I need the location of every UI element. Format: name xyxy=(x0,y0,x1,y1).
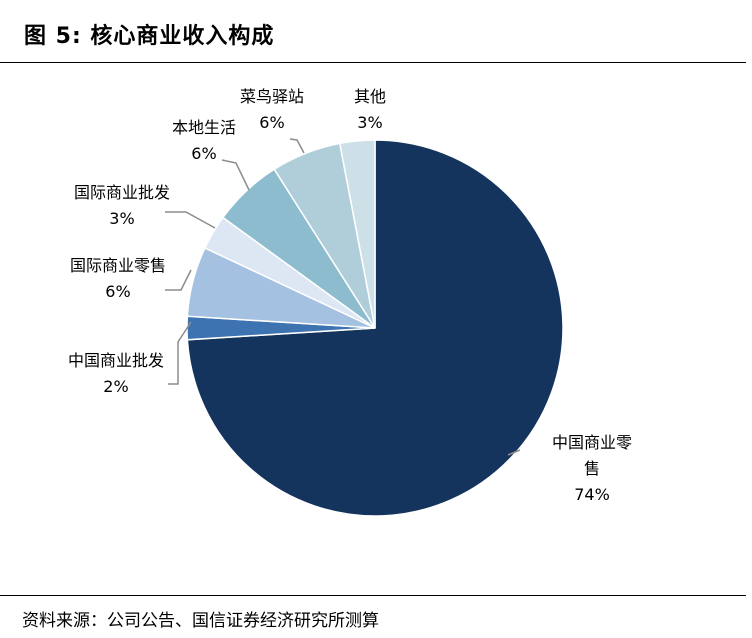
pie-chart: 中国商业零售 74% 中国商业批发 2% 国际商业零售 6% 国际商业批发 3%本地生活 6%菜… xyxy=(68,87,632,517)
source-divider xyxy=(0,595,746,596)
leader-line-1 xyxy=(507,449,521,456)
leader-line-2 xyxy=(168,321,192,385)
leader-line-5 xyxy=(221,159,250,191)
slice-label-6: 菜鸟驿站 6% xyxy=(240,87,304,132)
leader-line-4 xyxy=(165,211,216,229)
title-divider xyxy=(0,62,746,63)
pie-slice-7 xyxy=(338,139,376,329)
leader-line-3 xyxy=(165,269,192,291)
slice-label-4: 国际商业批发 3% xyxy=(74,183,170,228)
figure-title: 图 5: 核心商业收入构成 xyxy=(24,24,275,49)
slice-label-5: 本地生活 6% xyxy=(172,118,236,163)
leader-line-6 xyxy=(289,138,305,154)
slice-label-7: 其他 3% xyxy=(354,87,386,132)
slice-label-3: 国际商业零售 6% xyxy=(70,256,166,301)
source-note: 资料来源：公司公告、国信证券经济研究所测算 xyxy=(22,611,379,631)
slice-label-2: 中国商业批发 2% xyxy=(68,351,164,396)
slice-label-1: 中国商业零售 74% xyxy=(552,433,632,504)
